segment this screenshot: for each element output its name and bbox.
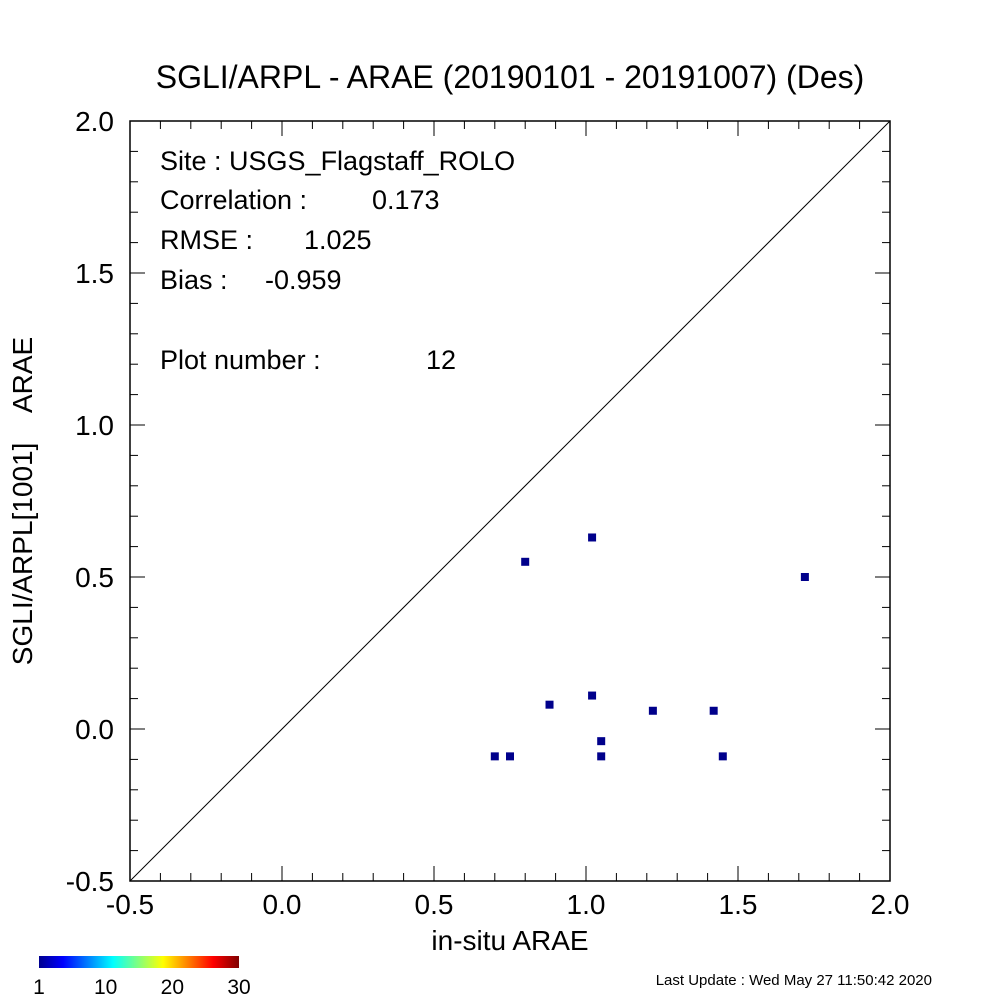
x-axis-label: in-situ ARAE [431,925,588,956]
y-axis-label: SGLI/ARPL[1001] ARAE [7,337,38,665]
data-point [648,706,657,715]
correlation-value: 0.173 [372,185,440,215]
colorbar-tick-label: 10 [94,976,117,999]
correlation-label: Correlation : [160,185,307,215]
data-point [588,691,597,700]
chart-title: SGLI/ARPL - ARAE (20190101 - 20191007) (… [156,59,865,95]
stats-box: Site : USGS_Flagstaff_ROLO Correlation :… [160,146,515,375]
x-tick-labels: -0.5 0.0 0.5 1.0 1.5 2.0 [106,889,910,920]
colorbar-tick-labels: 1 10 20 30 [33,976,251,999]
site-text: Site : USGS_Flagstaff_ROLO [160,146,515,176]
colorbar-tick-label: 30 [227,976,250,999]
bias-label: Bias : [160,265,228,295]
data-point [506,752,514,761]
data-points [490,533,809,761]
y-tick-label: 1.5 [75,258,114,289]
rmse-label: RMSE : [160,225,253,255]
last-update-text: Last Update : Wed May 27 11:50:42 2020 [656,972,932,989]
colorbar [39,956,239,968]
x-tick-label: -0.5 [106,889,154,920]
data-point [800,573,809,581]
one-to-one-line [129,120,891,882]
y-tick-label: 2.0 [75,106,114,137]
data-point [490,752,499,761]
x-tick-label: 0.0 [263,889,302,920]
y-tick-label: -0.5 [66,866,114,897]
axis-ticks [129,120,891,882]
colorbar-tick-label: 20 [161,976,184,999]
data-point [521,557,530,566]
plot-frame [129,120,891,882]
y-tick-label: 1.0 [75,410,114,441]
rmse-value: 1.025 [304,225,372,255]
plot-number-label: Plot number : [160,345,321,375]
y-tick-label: 0.5 [75,562,114,593]
y-tick-labels: -0.5 0.0 0.5 1.0 1.5 2.0 [66,106,114,897]
data-point [597,737,606,746]
x-tick-label: 2.0 [871,889,910,920]
x-tick-label: 1.0 [567,889,606,920]
plot-number-value: 12 [426,345,456,375]
data-point [588,533,597,542]
x-tick-label: 0.5 [415,889,454,920]
y-tick-label: 0.0 [75,714,114,745]
data-point [718,752,727,761]
data-point [597,752,606,761]
data-point [709,706,718,715]
colorbar-tick-label: 1 [33,976,45,999]
bias-value: -0.959 [265,265,342,295]
data-point [545,700,554,709]
x-tick-label: 1.5 [719,889,758,920]
